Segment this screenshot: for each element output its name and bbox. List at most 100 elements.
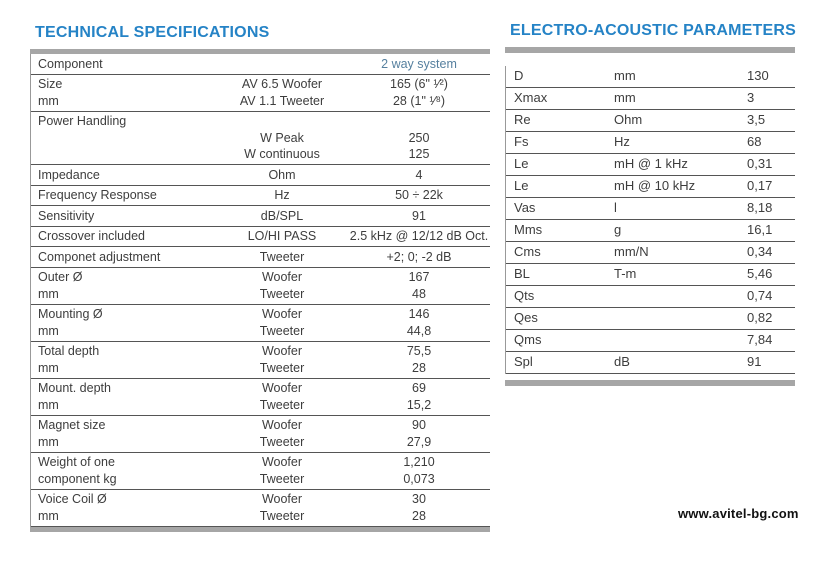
spec-label: Total depth mm <box>38 344 100 375</box>
parameter-row: Fs Hz 68 <box>506 132 795 154</box>
parameter-row: Cms mm/N 0,34 <box>506 242 795 264</box>
spec-detail: Woofer Tweeter <box>259 381 305 412</box>
spec-detail: Woofer Tweeter <box>259 344 305 375</box>
parameter-value: 0,74 <box>747 288 773 304</box>
parameter-name: Qes <box>514 310 538 326</box>
parameter-name: Cms <box>514 244 541 260</box>
spec-row: Frequency Response Hz 50 ÷ 22k <box>31 186 490 206</box>
parameter-name: Xmax <box>514 90 548 106</box>
parameter-unit: Ohm <box>614 112 643 128</box>
spec-detail: Ohm <box>268 167 296 182</box>
spec-label: Componet adjustment <box>38 249 161 264</box>
divider-bar-bottom-left <box>30 526 490 532</box>
spec-row: Total depth mm Woofer Tweeter 75,5 28 <box>31 342 490 379</box>
spec-label: Frequency Response <box>38 188 157 202</box>
spec-label: Power Handling <box>38 114 127 128</box>
parameter-value: 91 <box>747 354 762 370</box>
parameter-row: Vas l 8,18 <box>506 198 795 220</box>
spec-row: Power Handling W Peak W continuous 250 125 <box>31 112 490 165</box>
parameter-value: 0,31 <box>747 156 773 172</box>
parameter-unit <box>614 310 747 327</box>
electro-acoustic-title: ELECTRO-ACOUSTIC PARAMETERS <box>510 22 796 39</box>
parameter-row: Qms 7,84 <box>506 330 795 352</box>
spec-value: 69 15,2 <box>406 381 432 412</box>
parameter-value: 7,84 <box>747 332 773 348</box>
watermark-url: www.avitel-bg.com <box>678 506 799 521</box>
parameter-unit <box>614 288 747 305</box>
spec-value: 2.5 kHz @ 12/12 dB Oct. <box>349 229 489 243</box>
parameter-value: 16,1 <box>747 222 773 238</box>
spec-detail: Woofer Tweeter <box>259 455 305 486</box>
parameter-row: Re Ohm 3,5 <box>506 110 795 132</box>
spec-row: Size mm AV 6.5 Woofer AV 1.1 Tweeter 165 (6"… <box>31 75 490 112</box>
spec-detail: Hz <box>274 188 290 202</box>
spec-value: 90 27,9 <box>406 418 432 449</box>
parameter-value: 130 <box>747 68 769 84</box>
spec-row: Mount. depth mm Woofer Tweeter 69 15,2 <box>31 379 490 416</box>
parameter-value: 0,17 <box>747 178 773 194</box>
spec-detail: Woofer Tweeter <box>259 270 305 301</box>
parameter-unit <box>614 332 747 349</box>
spec-label: Size mm <box>38 77 63 108</box>
spec-detail: LO/HI PASS <box>247 229 317 243</box>
spec-detail: Woofer Tweeter <box>259 307 305 338</box>
spec-row: Magnet size mm Woofer Tweeter 90 27,9 <box>31 416 490 453</box>
parameter-name: D <box>514 68 524 84</box>
spec-detail: Woofer Tweeter <box>259 418 305 449</box>
parameter-value: 68 <box>747 134 762 150</box>
parameter-unit: l <box>614 200 617 216</box>
parameter-unit: mH @ 10 kHz <box>614 178 696 194</box>
parameter-row: BL T-m 5,46 <box>506 264 795 286</box>
spec-value: +2; 0; -2 dB <box>386 249 452 264</box>
spec-label: Magnet size mm <box>38 418 106 449</box>
spec-detail <box>216 56 348 73</box>
parameter-unit: dB <box>614 354 630 370</box>
spec-value: 167 48 <box>408 270 430 301</box>
parameter-name: Qms <box>514 332 542 348</box>
parameter-value: 3 <box>747 90 755 106</box>
spec-row: Sensitivity dB/SPL 91 <box>31 206 490 227</box>
parameter-row: Xmax mm 3 <box>506 88 795 110</box>
parameter-value: 8,18 <box>747 200 773 216</box>
parameter-name: Qts <box>514 288 535 304</box>
spec-value: 4 <box>415 167 423 182</box>
spec-label: Sensitivity <box>38 208 95 223</box>
parameter-unit: mm <box>614 68 636 84</box>
spec-detail: dB/SPL <box>260 208 304 223</box>
parameter-name: BL <box>514 266 530 282</box>
spec-row: Impedance Ohm 4 <box>31 165 490 186</box>
spec-value: 50 ÷ 22k <box>395 188 443 202</box>
parameter-value: 5,46 <box>747 266 773 282</box>
spec-row: Crossover included LO/HI PASS 2.5 kHz @ 12… <box>31 227 490 247</box>
parameter-row: Spl dB 91 <box>506 352 795 374</box>
parameter-row: Le mH @ 10 kHz 0,17 <box>506 176 795 198</box>
parameter-unit: mm <box>614 90 636 106</box>
spec-row: Weight of one component kg Woofer Tweeter 1,… <box>31 453 490 490</box>
parameter-unit: T-m <box>614 266 637 282</box>
spec-label: Crossover included <box>38 229 145 243</box>
spec-value: 146 44,8 <box>406 307 432 338</box>
spec-value: 1,210 0,073 <box>403 455 435 486</box>
parameter-row: Le mH @ 1 kHz 0,31 <box>506 154 795 176</box>
spec-value: 2 way system <box>381 56 457 71</box>
parameter-row: Qes 0,82 <box>506 308 795 330</box>
spec-value: 30 28 <box>412 492 426 523</box>
spec-detail: AV 6.5 Woofer AV 1.1 Tweeter <box>239 77 325 108</box>
parameter-row: Mms g 16,1 <box>506 220 795 242</box>
spec-row: Componet adjustment Tweeter +2; 0; -2 dB <box>31 247 490 268</box>
technical-specifications-table: TECHNICAL SPECIFICATIONS Component 2 way … <box>30 24 490 532</box>
parameter-name: Le <box>514 178 529 194</box>
divider-bar-top-right <box>505 47 795 53</box>
parameter-name: Fs <box>514 134 529 150</box>
parameter-name: Mms <box>514 222 543 238</box>
parameter-name: Le <box>514 156 529 172</box>
parameter-value: 0,34 <box>747 244 773 260</box>
spec-label: Component <box>38 56 103 71</box>
spec-value: 75,5 28 <box>406 344 432 375</box>
